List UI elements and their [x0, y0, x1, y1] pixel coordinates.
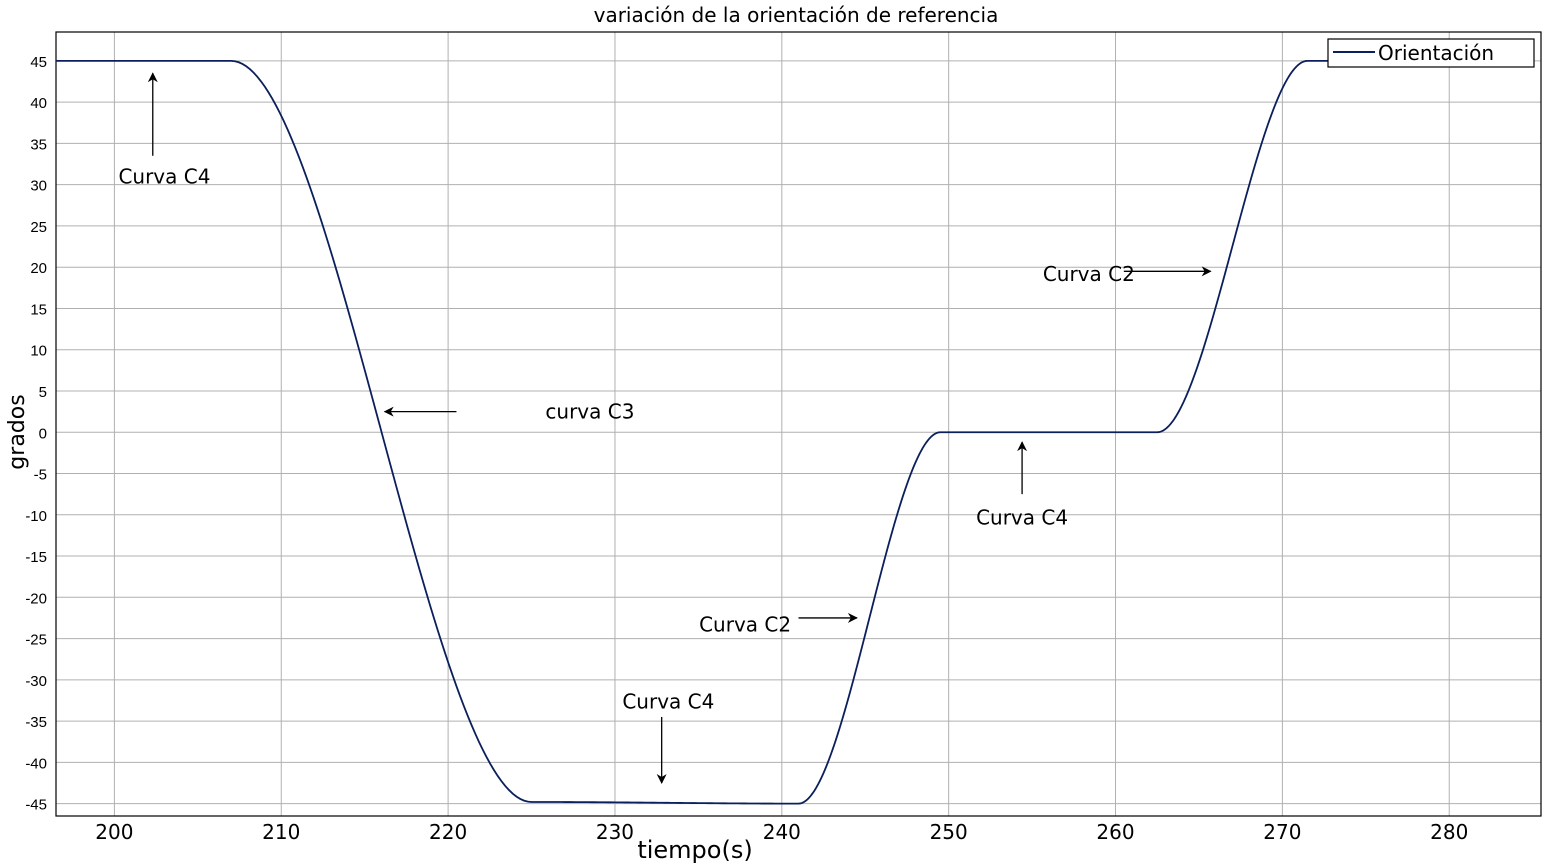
annotation-label: Curva C2 [699, 613, 791, 637]
annotation-label: Curva C4 [976, 505, 1068, 529]
legend-label-orientacion: Orientación [1378, 41, 1494, 65]
plot-frame [55, 31, 1542, 817]
x-tick-label: 230 [596, 820, 634, 844]
annotation-label: curva C3 [545, 400, 634, 424]
y-tick-label: -5 [34, 467, 47, 484]
y-tick-label: 40 [30, 95, 47, 112]
y-tick-label: -25 [25, 632, 47, 649]
series-line-orientacion [56, 59, 1341, 805]
y-tick-label: 10 [30, 343, 47, 360]
x-axis-label: tiempo(s) [637, 836, 752, 864]
grid [56, 32, 1541, 816]
x-tick-label: 200 [95, 820, 133, 844]
x-axis-ticks: 200 210 220 230 240 250 260 270 280 [95, 820, 1468, 844]
annotation-label: Curva C4 [118, 164, 210, 188]
y-tick-label: -20 [25, 590, 47, 607]
x-tick-label: 270 [1263, 820, 1301, 844]
legend: Orientación [1327, 38, 1535, 68]
y-axis-label: grados [5, 394, 30, 469]
x-tick-label: 240 [763, 820, 801, 844]
y-tick-label: 30 [30, 178, 47, 195]
y-tick-label: -15 [25, 549, 47, 566]
series-layer [56, 59, 1341, 805]
y-tick-label: 45 [30, 54, 47, 71]
y-tick-label: 35 [30, 136, 47, 153]
y-tick-label: -45 [25, 797, 47, 814]
x-tick-label: 280 [1430, 820, 1468, 844]
y-tick-label: -40 [25, 755, 47, 772]
chart-title: variación de la orientación de referenci… [594, 3, 999, 27]
y-tick-label: -35 [25, 714, 47, 731]
annotations: Curva C4 curva C3 Curva C4 Curva C2 Curva C4… [118, 72, 1212, 784]
x-tick-label: 210 [262, 820, 300, 844]
y-tick-label: 0 [39, 425, 47, 442]
y-tick-label: 15 [30, 301, 47, 318]
y-tick-label: -10 [25, 508, 47, 525]
x-tick-label: 250 [930, 820, 968, 844]
annotation-label: Curva C4 [622, 689, 714, 713]
y-tick-label: -30 [25, 673, 47, 690]
x-tick-label: 260 [1096, 820, 1134, 844]
y-tick-label: 20 [30, 260, 47, 277]
annotation-label: Curva C2 [1043, 262, 1135, 286]
y-axis-ticks: 45 40 35 30 25 20 15 10 5 0 -5 -10 -15 -20 -25 -30 -35 -4… [25, 54, 47, 814]
y-tick-label: 25 [30, 219, 47, 236]
x-tick-label: 220 [429, 820, 467, 844]
y-tick-label: 5 [39, 384, 47, 401]
